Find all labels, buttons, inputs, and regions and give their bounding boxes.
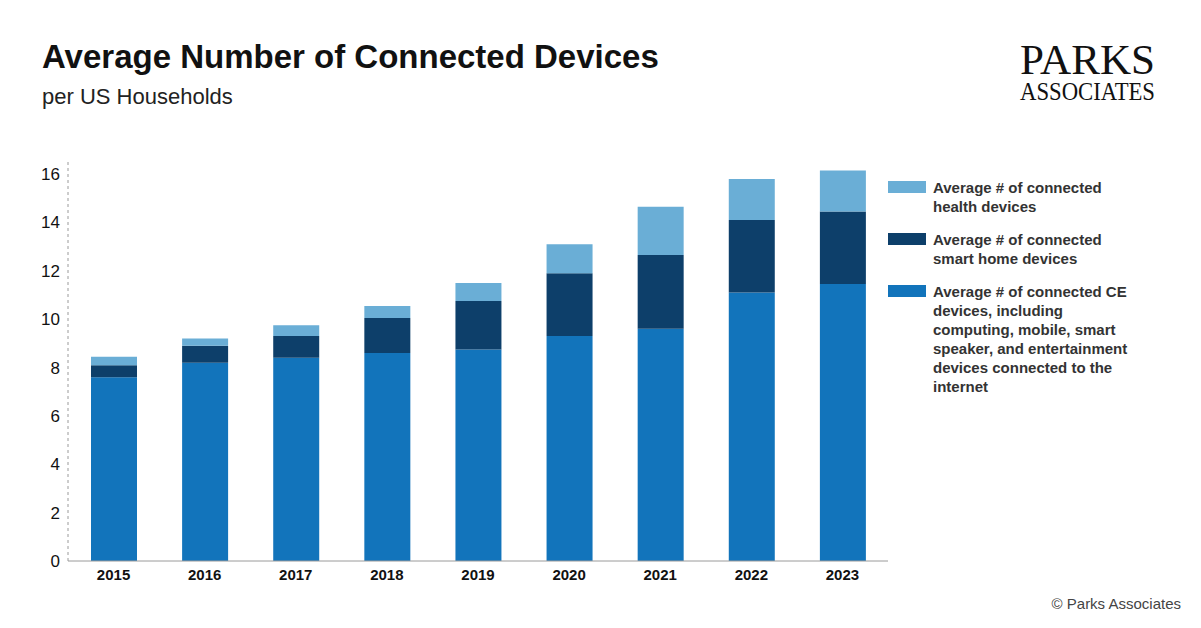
svg-text:2022: 2022 <box>735 566 768 583</box>
svg-text:6: 6 <box>51 407 60 426</box>
svg-text:2015: 2015 <box>97 566 130 583</box>
svg-text:2017: 2017 <box>279 566 312 583</box>
svg-text:0: 0 <box>51 552 60 571</box>
svg-text:2021: 2021 <box>644 566 677 583</box>
svg-text:8: 8 <box>51 359 60 378</box>
html-text:© Parks Associates: © Parks Associates <box>1051 595 1181 612</box>
html-text:Average # of connected smart h: Average # of connected smart home device… <box>933 231 1102 267</box>
html-text:Average # of connected health: Average # of connected health devices <box>933 179 1102 215</box>
svg-text:2018: 2018 <box>370 566 403 583</box>
svg-text:16: 16 <box>41 165 60 184</box>
svg-text:2023: 2023 <box>826 566 859 583</box>
svg-text:ASSOCIATES: ASSOCIATES <box>1020 78 1155 105</box>
svg-text:2: 2 <box>51 504 60 523</box>
svg-text:PARKS: PARKS <box>1020 38 1155 83</box>
html-text:per US Households: per US Households <box>42 84 233 109</box>
svg-text:2020: 2020 <box>552 566 585 583</box>
svg-text:4: 4 <box>51 455 60 474</box>
svg-text:2019: 2019 <box>461 566 494 583</box>
svg-text:10: 10 <box>41 310 60 329</box>
svg-text:12: 12 <box>41 262 60 281</box>
svg-text:14: 14 <box>41 213 60 232</box>
svg-text:2016: 2016 <box>188 566 221 583</box>
html-text:Average # of connected CE devi: Average # of connected CE devices, inclu… <box>933 283 1128 395</box>
html-text:Average Number of Connected De: Average Number of Connected Devices <box>42 38 659 75</box>
